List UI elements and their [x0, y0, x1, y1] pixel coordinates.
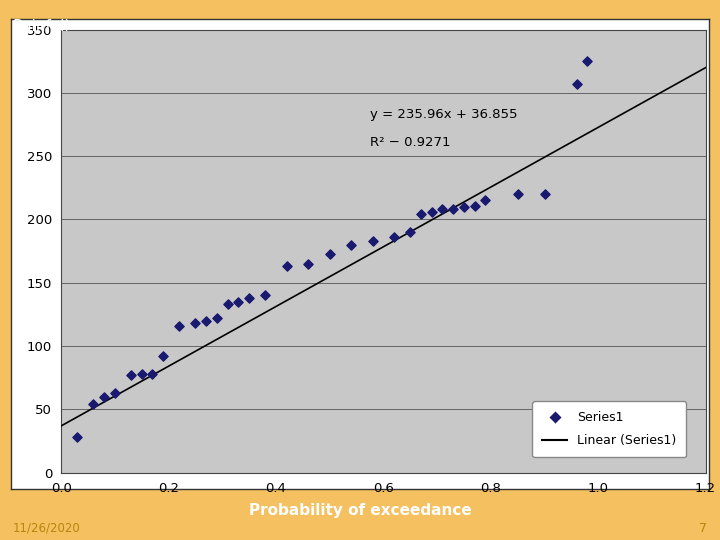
Series1: [125, 371, 137, 380]
Series1: [367, 237, 379, 245]
Text: y = 235.96x + 36.855: y = 235.96x + 36.855: [370, 108, 518, 121]
Series1: [346, 240, 357, 249]
Series1: [512, 190, 523, 199]
Series1: [88, 400, 99, 408]
Series1: [243, 294, 255, 302]
Series1: [324, 249, 336, 258]
Text: Rainfall: Rainfall: [13, 19, 70, 34]
Series1: [539, 190, 550, 199]
Series1: [158, 352, 169, 360]
Series1: [582, 57, 593, 66]
Series1: [109, 388, 121, 397]
Series1: [388, 233, 400, 241]
Legend: Series1, Linear (Series1): Series1, Linear (Series1): [532, 401, 686, 457]
Text: 11/26/2020: 11/26/2020: [13, 522, 81, 535]
Series1: [415, 210, 427, 219]
Series1: [480, 196, 491, 205]
Series1: [405, 228, 416, 237]
Series1: [211, 314, 222, 322]
Series1: [200, 316, 212, 325]
Series1: [571, 80, 582, 89]
Series1: [437, 205, 449, 214]
Text: Probability of exceedance: Probability of exceedance: [248, 503, 472, 518]
Series1: [302, 259, 314, 268]
Series1: [147, 369, 158, 378]
Series1: [189, 319, 201, 328]
Series1: [259, 291, 271, 300]
Series1: [136, 369, 148, 378]
Series1: [99, 392, 110, 401]
Series1: [174, 321, 185, 330]
Series1: [281, 262, 292, 271]
Series1: [458, 202, 469, 211]
Series1: [222, 300, 233, 308]
Text: 7: 7: [699, 522, 707, 535]
Series1: [426, 207, 438, 216]
Series1: [233, 298, 244, 306]
Series1: [447, 205, 459, 214]
Series1: [71, 433, 83, 441]
Text: R² − 0.9271: R² − 0.9271: [370, 136, 451, 148]
Series1: [469, 201, 480, 210]
